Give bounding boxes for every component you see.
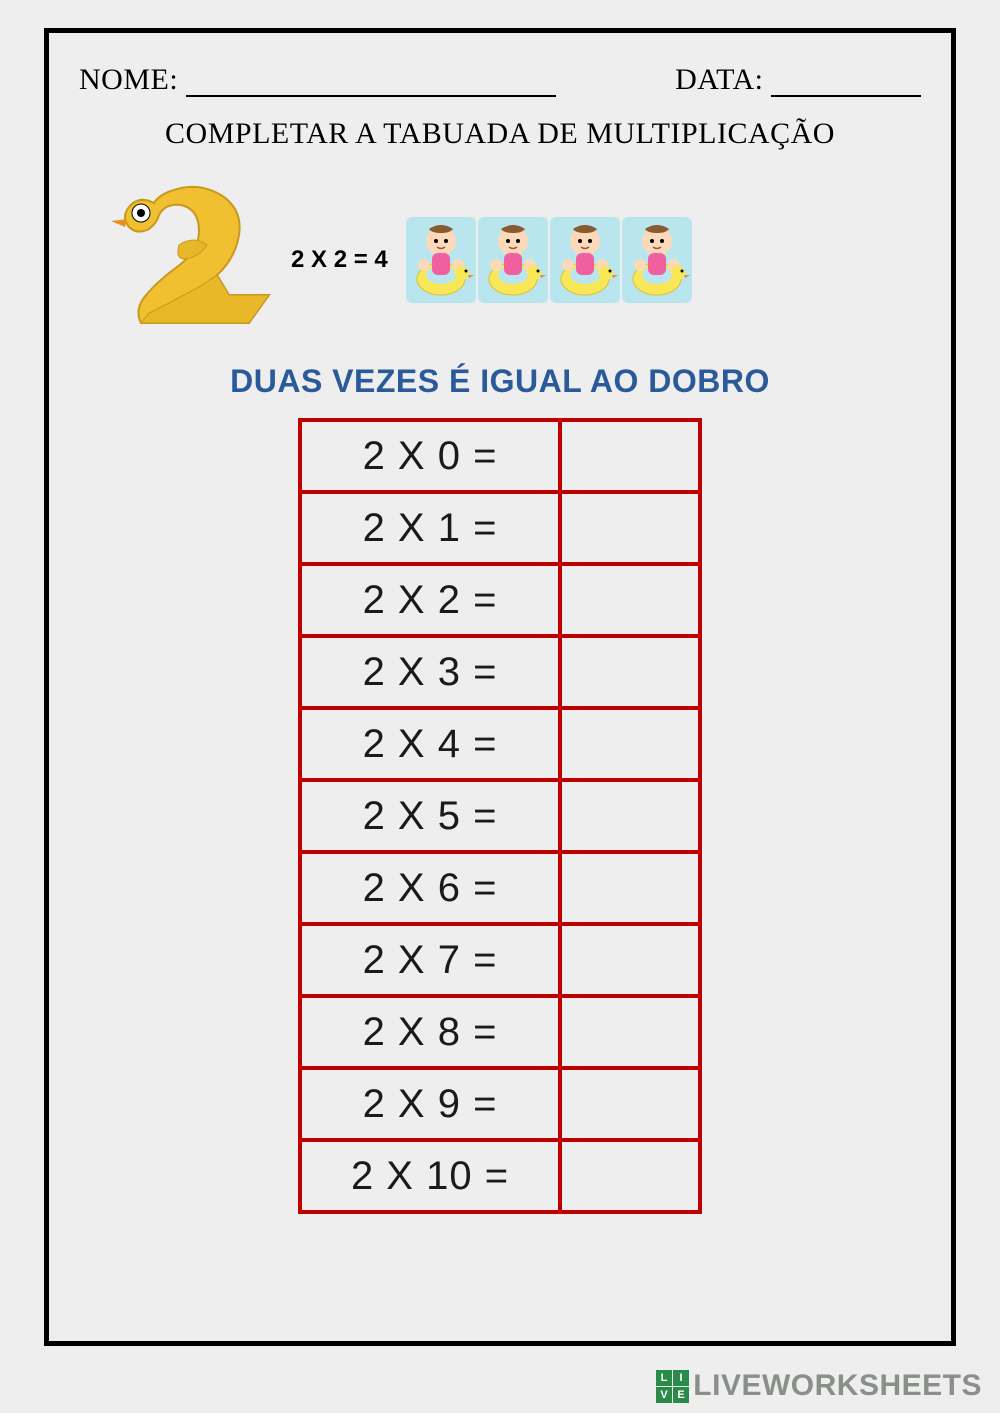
problem-cell: 2 X 9 = [300,1068,560,1140]
table-row: 2 X 0 = [300,420,700,492]
header-row: NOME: DATA: [69,63,931,97]
table-body: 2 X 0 =2 X 1 =2 X 2 =2 X 3 =2 X 4 =2 X 5… [300,420,700,1212]
date-label: DATA: [675,63,763,96]
answer-cell[interactable] [560,996,700,1068]
name-label: NOME: [79,63,178,96]
table-row: 2 X 10 = [300,1140,700,1212]
baby-icon [406,217,476,303]
table-row: 2 X 7 = [300,924,700,996]
answer-cell[interactable] [560,1140,700,1212]
problem-cell: 2 X 7 = [300,924,560,996]
answer-cell[interactable] [560,564,700,636]
baby-icon [550,217,620,303]
multiplication-table: 2 X 0 =2 X 1 =2 X 2 =2 X 3 =2 X 4 =2 X 5… [298,418,702,1214]
table-row: 2 X 2 = [300,564,700,636]
worksheet-frame: NOME: DATA: COMPLETAR A TABUADA DE MULTI… [44,28,956,1346]
illustration-row: 2 X 2 = 4 [99,175,931,345]
table-row: 2 X 5 = [300,780,700,852]
name-field-group: NOME: [79,63,556,97]
subtitle: DUAS VEZES É IGUAL AO DOBRO [69,363,931,400]
problem-cell: 2 X 10 = [300,1140,560,1212]
answer-cell[interactable] [560,492,700,564]
watermark-text: LIVEWORKSHEETS [693,1369,982,1403]
baby-icon [478,217,548,303]
answer-cell[interactable] [560,924,700,996]
answer-cell[interactable] [560,852,700,924]
answer-cell[interactable] [560,1068,700,1140]
problem-cell: 2 X 6 = [300,852,560,924]
baby-illustrations [406,217,692,303]
answer-cell[interactable] [560,636,700,708]
date-input-line[interactable] [771,71,921,97]
problem-cell: 2 X 3 = [300,636,560,708]
table-row: 2 X 4 = [300,708,700,780]
name-input-line[interactable] [186,71,556,97]
number-two-swan-icon [99,175,289,345]
watermark: L I V E LIVEWORKSHEETS [656,1369,982,1403]
problem-cell: 2 X 1 = [300,492,560,564]
problem-cell: 2 X 0 = [300,420,560,492]
example-equation: 2 X 2 = 4 [291,246,388,274]
problem-cell: 2 X 5 = [300,780,560,852]
problem-cell: 2 X 2 = [300,564,560,636]
table-row: 2 X 3 = [300,636,700,708]
answer-cell[interactable] [560,708,700,780]
table-row: 2 X 1 = [300,492,700,564]
problem-cell: 2 X 8 = [300,996,560,1068]
watermark-badge-icon: L I V E [656,1370,689,1403]
answer-cell[interactable] [560,420,700,492]
answer-cell[interactable] [560,780,700,852]
table-row: 2 X 8 = [300,996,700,1068]
table-row: 2 X 6 = [300,852,700,924]
table-row: 2 X 9 = [300,1068,700,1140]
worksheet-title: COMPLETAR A TABUADA DE MULTIPLICAÇÃO [69,117,931,151]
baby-icon [622,217,692,303]
problem-cell: 2 X 4 = [300,708,560,780]
date-field-group: DATA: [675,63,921,97]
